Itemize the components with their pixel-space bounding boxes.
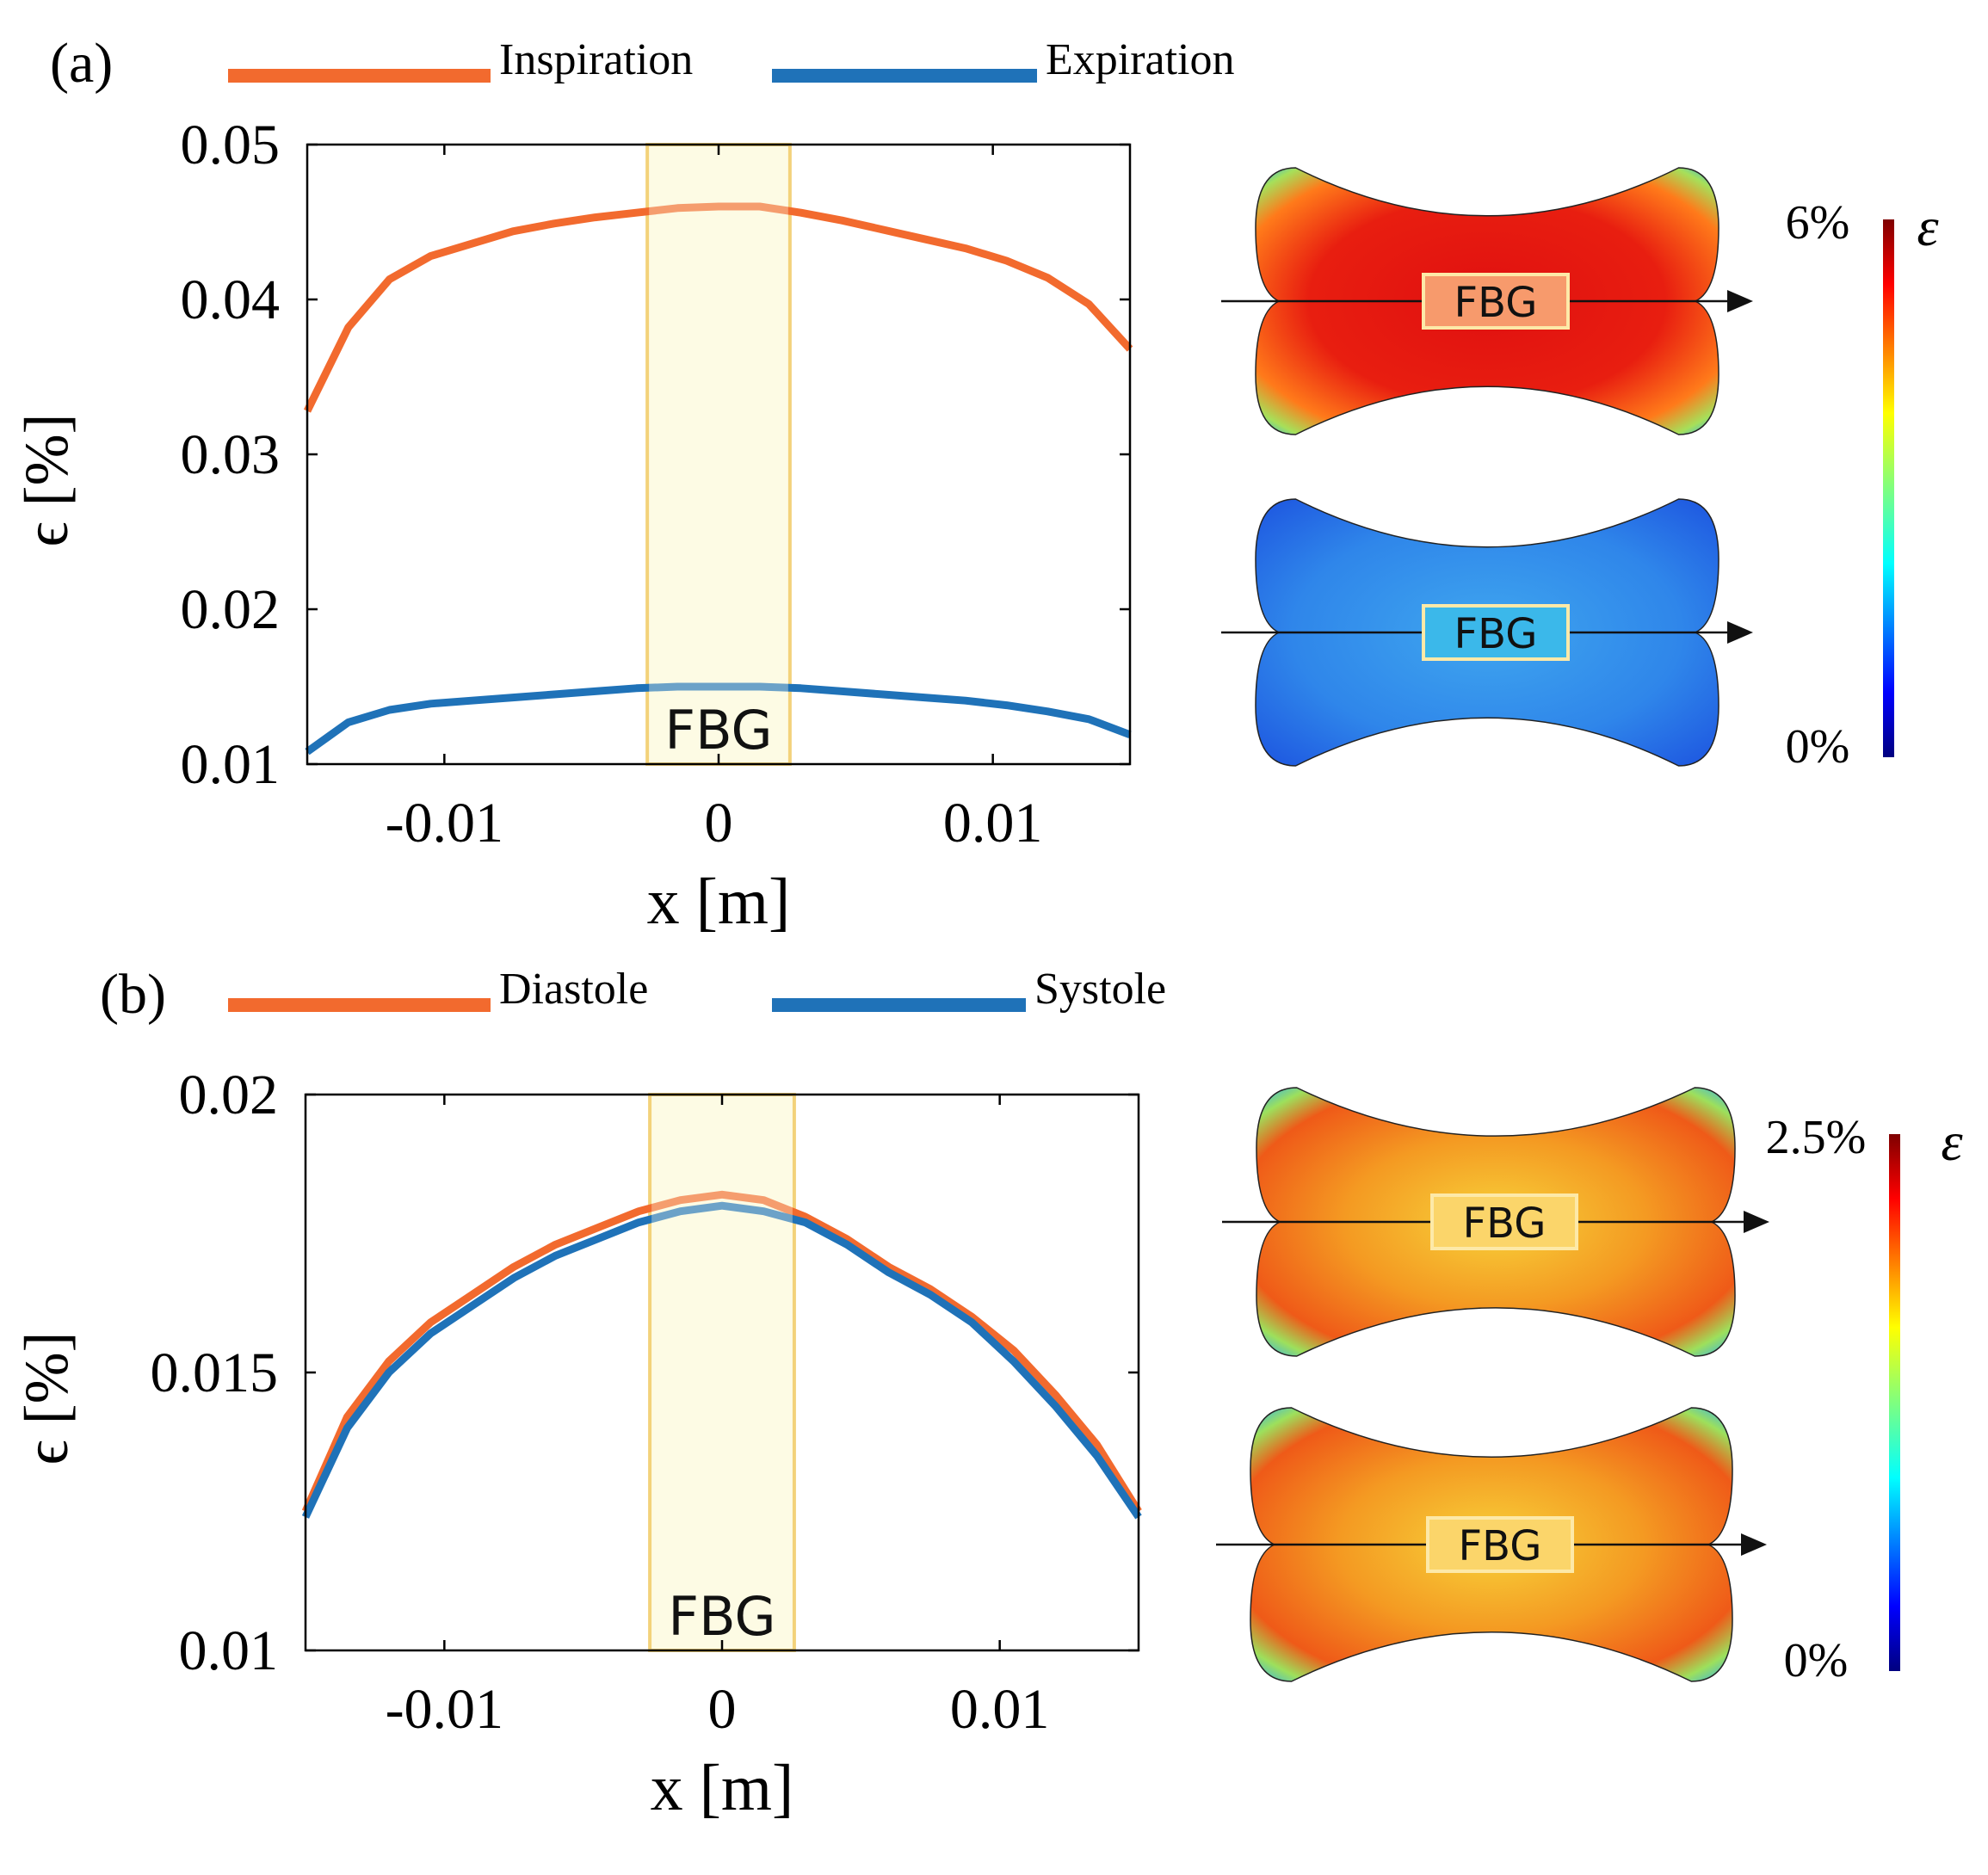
- y-tick-label: 0.04: [181, 268, 281, 331]
- y-axis-label: ϵ [%]: [12, 413, 81, 546]
- fbg-sensor-box: [1426, 1516, 1574, 1573]
- x-tick-label: 0.01: [943, 792, 1043, 854]
- colorbar-max-label: 6%: [1786, 196, 1850, 250]
- x-axis-label: x [m]: [651, 1752, 794, 1824]
- x-tick-label: -0.01: [386, 1678, 503, 1741]
- fbg-region: [645, 143, 792, 766]
- y-tick-label: 0.02: [181, 578, 281, 641]
- fbg-sensor-label: FBG: [1454, 610, 1538, 658]
- legend-label-diastole: Diastole: [499, 965, 648, 1014]
- colorbar-min-label: 0%: [1786, 720, 1850, 774]
- fiber-arrow-head-icon: [1744, 1211, 1769, 1233]
- fbg-sensor-label: FBG: [1459, 1522, 1542, 1570]
- fbg-sensor-box: [1422, 604, 1570, 661]
- panel-b: (b) Diastole Systole FBG -0.01 0 0.01 0.01 0.015…: [12, 963, 1963, 1824]
- colorbar: [1889, 1134, 1900, 1671]
- panel-label: (a): [50, 32, 113, 95]
- fbg-sensor-box: [1422, 273, 1570, 330]
- y-tick-label: 0.02: [179, 1064, 279, 1126]
- legend-label-expiration: Expiration: [1046, 35, 1235, 84]
- fbg-region-overlay: [649, 146, 788, 762]
- y-tick-label: 0.01: [179, 1619, 279, 1682]
- x-tick-label: -0.01: [386, 792, 503, 854]
- colorbar-max-label: 2.5%: [1766, 1111, 1867, 1164]
- x-tick-label: 0: [708, 1678, 737, 1741]
- fbg-sensor-label: FBG: [1463, 1200, 1547, 1248]
- x-tick-label: 0: [705, 792, 733, 854]
- x-axis-label: x [m]: [647, 866, 791, 938]
- legend-label-systole: Systole: [1034, 965, 1166, 1014]
- y-tick-label: 0.05: [181, 114, 281, 176]
- fbg-region-overlay: [651, 1096, 793, 1649]
- y-tick-label: 0.015: [151, 1341, 279, 1404]
- y-axis-label: ϵ [%]: [12, 1331, 81, 1465]
- fbg-region-label: FBG: [668, 1585, 775, 1648]
- panel-label: (b): [100, 963, 166, 1026]
- colorbar: [1883, 219, 1894, 757]
- y-tick-label: 0.01: [181, 733, 281, 796]
- y-tick-label: 0.03: [181, 423, 281, 486]
- fbg-sensor-label: FBG: [1454, 279, 1538, 327]
- fiber-arrow-head-icon: [1727, 621, 1753, 644]
- colorbar-symbol: ε: [1917, 196, 1939, 257]
- x-tick-label: 0.01: [950, 1678, 1050, 1741]
- colorbar-symbol: ε: [1941, 1111, 1963, 1172]
- panel-a: (a) Inspiration Expiration FBG -0.01 0 0.01 0.0…: [12, 32, 1939, 938]
- fiber-arrow-head-icon: [1741, 1533, 1767, 1556]
- fiber-arrow-head-icon: [1727, 290, 1753, 312]
- legend-label-inspiration: Inspiration: [499, 35, 693, 84]
- fbg-sensor-box: [1430, 1193, 1578, 1250]
- fbg-region-label: FBG: [664, 699, 772, 762]
- colorbar-min-label: 0%: [1784, 1634, 1849, 1687]
